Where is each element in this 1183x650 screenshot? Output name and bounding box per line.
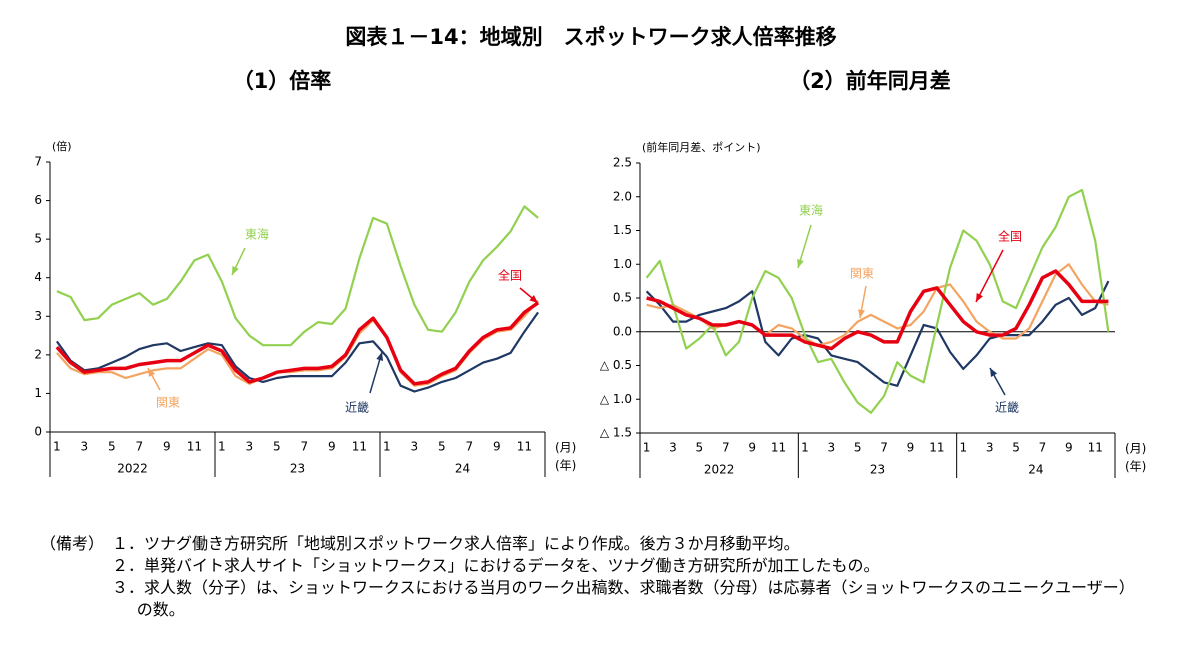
x-tick-label: 7 [301,440,309,454]
notes: （備考） １．ツナグ働き方研究所「地域別スポットワーク求人倍率」により作成。後方… [40,533,1150,621]
x-tick-label: 3 [827,441,835,455]
y-tick-label: 3 [34,309,42,323]
line-series [646,269,1109,351]
x-tick-label: 1 [643,441,651,455]
x-tick-label: 5 [273,440,281,454]
series-label: 東海 [799,203,823,218]
arrow-head [376,352,384,361]
arrow-head [858,309,865,318]
series-label: 近畿 [345,401,369,415]
notes-label: （備考） [40,534,105,553]
arrow-head [797,259,804,268]
year-label: 23 [290,462,305,476]
x-group-unit: (年) [1125,460,1146,474]
chart: 図表１－14：地域別 スポットワーク求人倍率推移 （1）倍率(倍)0123456… [34,25,1146,478]
panel-title: （2）前年同月差 [789,69,951,93]
label-arrow [975,249,1004,303]
x-tick-label: 5 [108,440,116,454]
arrow-head [148,368,156,377]
line-series [645,188,1110,414]
series-label: 全国 [498,268,522,283]
line-series [55,301,540,386]
y-tick-label: 1 [34,386,42,400]
x-tick-label: 9 [493,440,501,454]
x-tick-label: 11 [771,441,786,455]
y-tick-label: 4 [34,270,42,284]
x-tick-label: 9 [328,440,336,454]
y-tick-label: 0.5 [613,291,632,305]
x-tick-label: 5 [696,441,704,455]
y-tick-label: 7 [34,155,42,169]
x-tick-label: 1 [53,440,61,454]
x-tick-label: 7 [880,441,888,455]
y-tick-label: 2 [34,347,42,361]
line-series [645,280,1110,387]
series-label: 全国 [998,229,1022,244]
series-label: 関東 [850,267,874,281]
x-tick-label: 11 [517,440,532,454]
x-tick-label: 11 [352,440,367,454]
arrow-head [529,295,538,303]
arrow-head [976,293,983,302]
y-unit: (前年同月差、ポイント) [642,140,761,154]
x-unit: (月) [1125,442,1146,456]
year-label: 23 [870,463,885,477]
x-tick-label: 9 [748,441,756,455]
x-tick-label: 1 [959,441,967,455]
arrow-head [990,368,998,377]
note: ２．単発バイト求人サイト「ショットワークス」におけるデータを、ツナグ働き方研究所… [112,556,880,575]
x-tick-label: 1 [383,440,391,454]
y-tick-label: 6 [34,193,42,207]
y-tick-label: 0 [34,425,42,439]
x-tick-label: 9 [907,441,915,455]
x-unit: (月) [555,441,576,455]
x-tick-label: 3 [411,440,419,454]
x-tick-label: 9 [1065,441,1073,455]
x-tick-label: 3 [81,440,89,454]
x-group-unit: (年) [555,459,576,473]
x-tick-label: 7 [466,440,474,454]
series-label: 東海 [245,227,269,242]
x-tick-label: 5 [1012,441,1020,455]
y-tick-label: 0.0 [613,324,632,338]
x-tick-label: 3 [986,441,994,455]
x-tick-label: 7 [136,440,144,454]
y-tick-label: 2.5 [613,156,632,170]
main-title: 図表１－14：地域別 スポットワーク求人倍率推移 [345,25,836,49]
line-series [56,311,539,393]
y-tick-label: △ 1.0 [600,392,632,406]
x-tick-label: 11 [1088,441,1103,455]
x-tick-label: 1 [801,441,809,455]
year-label: 2022 [117,462,148,476]
x-tick-label: 7 [1039,441,1047,455]
arrow-head [232,266,239,275]
x-tick-label: 5 [438,440,446,454]
x-tick-label: 3 [246,440,254,454]
year-label: 2022 [704,463,735,477]
y-unit: (倍) [52,139,72,153]
x-tick-label: 3 [669,441,677,455]
panel-title: （1）倍率 [233,69,332,93]
series-label: 近畿 [995,401,1019,415]
series-label: 関東 [156,396,180,410]
y-tick-label: △ 0.5 [600,358,632,372]
year-label: 24 [1028,463,1043,477]
line-series [56,205,539,347]
x-tick-label: 5 [854,441,862,455]
y-tick-label: △ 1.5 [600,426,632,440]
x-tick-label: 11 [929,441,944,455]
y-tick-label: 2.0 [613,189,632,203]
x-tick-label: 1 [218,440,226,454]
year-label: 24 [455,462,470,476]
y-tick-label: 1.5 [613,223,632,237]
x-tick-label: 7 [722,441,730,455]
note: ３．求人数（分子）は、ショットワークスにおける当月のワーク出稿数、求職者数（分母… [112,578,1135,619]
x-tick-label: 9 [163,440,171,454]
x-tick-label: 11 [187,440,202,454]
note: １．ツナグ働き方研究所「地域別スポットワーク求人倍率」により作成。後方３か月移動… [112,534,800,553]
y-tick-label: 1.0 [613,257,632,271]
y-tick-label: 5 [34,232,42,246]
